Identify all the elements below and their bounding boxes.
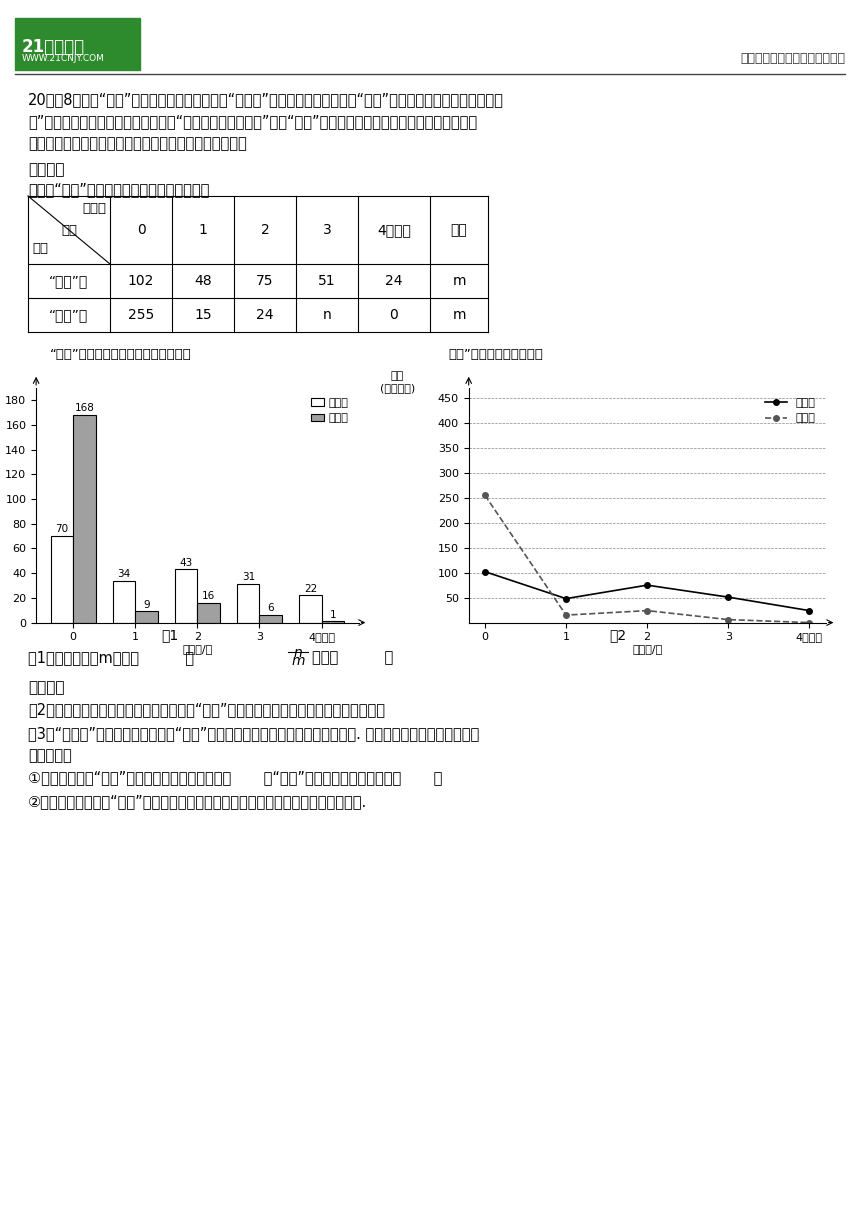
- Bar: [237, 585, 260, 623]
- Text: 整理描述: 整理描述: [28, 162, 64, 178]
- 双减后: [804, 615, 814, 630]
- Text: 24: 24: [256, 308, 273, 322]
- Bar: [15, 18, 140, 71]
- Text: 15: 15: [194, 308, 212, 322]
- Text: 3: 3: [322, 223, 331, 237]
- Text: n: n: [293, 646, 303, 660]
- Text: 的数据分两组进行整理，分别得到统计表１和统计图１：: 的数据分两组进行整理，分别得到统计表１和统计图１：: [28, 136, 247, 151]
- 双减后: [480, 488, 490, 502]
- Bar: [113, 580, 135, 623]
- Text: 的値为          ；: 的値为 ；: [312, 651, 393, 665]
- Text: 255: 255: [128, 308, 154, 322]
- Line: 双减前: 双减前: [482, 569, 812, 613]
- Text: 22: 22: [304, 584, 317, 593]
- Text: ②请对该市城区学生“双减”前后报班个数变化情况作出对比分析（用一句话来概括）.: ②请对该市城区学生“双减”前后报班个数变化情况作出对比分析（用一句话来概括）.: [28, 794, 367, 809]
- Text: 况”进行了一次随机问卷调查（以下将“参加校外学科补习班”简称“报班”），根据问卷提交时间的不同，把收集到: 况”进行了一次随机问卷调查（以下将“参加校外学科补习班”简称“报班”），根据问卷…: [28, 114, 477, 129]
- Text: （2）请你汇总表１和图１中的数据，求出“双减”后报班数为３的学生人数所占的百分比；: （2）请你汇总表１和图１中的数据，求出“双减”后报班数为３的学生人数所占的百分比…: [28, 702, 385, 717]
- Text: 双减”前后报班情况统计图: 双减”前后报班情况统计图: [448, 348, 543, 361]
- Legend: 双减前, 双减后: 双减前, 双减后: [760, 394, 820, 428]
- Text: 6: 6: [267, 603, 274, 613]
- Text: 报班数: 报班数: [82, 202, 106, 215]
- Text: “双减”前后报班情况统计图（第二组）: “双减”前后报班情况统计图（第二组）: [50, 348, 192, 361]
- Text: 34: 34: [118, 569, 131, 579]
- Text: 48: 48: [194, 274, 212, 288]
- 双减前: [480, 564, 490, 579]
- 双减前: [804, 603, 814, 618]
- Text: 16: 16: [202, 591, 215, 601]
- Text: 43: 43: [180, 558, 193, 568]
- Text: 表１：“双减”前后报班情况统计表（第一组）: 表１：“双减”前后报班情况统计表（第一组）: [28, 182, 209, 197]
- Text: （1）根据表１，m的値为          ，: （1）根据表１，m的値为 ，: [28, 651, 194, 665]
- 双减后: [723, 613, 734, 627]
- Text: m: m: [292, 654, 304, 668]
- Text: 1: 1: [329, 609, 336, 619]
- Text: 21世纪教育: 21世纪教育: [22, 38, 85, 56]
- X-axis label: 报班数/个: 报班数/个: [632, 643, 662, 654]
- Bar: [322, 621, 344, 623]
- Text: 人数: 人数: [61, 224, 77, 237]
- Text: n: n: [322, 308, 331, 322]
- 双减前: [561, 591, 571, 606]
- Bar: [175, 569, 198, 623]
- Y-axis label: 频数
(学生人数): 频数 (学生人数): [380, 371, 415, 393]
- 双减后: [561, 608, 571, 623]
- Text: 24: 24: [385, 274, 402, 288]
- Text: 类别: 类别: [32, 242, 48, 255]
- Text: 51: 51: [318, 274, 335, 288]
- Text: 4及以上: 4及以上: [377, 223, 411, 237]
- Bar: [299, 596, 322, 623]
- Text: 9: 9: [143, 599, 150, 609]
- Legend: 双减前, 双减后: 双减前, 双减后: [306, 394, 353, 428]
- Text: “双减”前: “双减”前: [49, 274, 89, 288]
- Text: 图1: 图1: [162, 627, 179, 642]
- Bar: [135, 612, 157, 623]
- Bar: [198, 603, 220, 623]
- Text: 合计: 合计: [451, 223, 467, 237]
- Text: 31: 31: [242, 573, 255, 582]
- 双减前: [723, 590, 734, 604]
- Text: 0: 0: [137, 223, 145, 237]
- Text: 20．（8分）在“双减”政策实施两个月后，某市“双减办”面向本市城区学生，就“双减”前后参加校外学科补习班的情: 20．（8分）在“双减”政策实施两个月后，某市“双减办”面向本市城区学生，就“双…: [28, 92, 504, 107]
- Text: 75: 75: [256, 274, 273, 288]
- Bar: [260, 615, 282, 623]
- Text: WWW.21CNJY.COM: WWW.21CNJY.COM: [22, 54, 105, 63]
- Text: 0: 0: [390, 308, 398, 322]
- Text: （3）“双减办”汇总数据后，制作了“双减”前后报班情况的折线统计图（如图２）. 请依据以上图表中的信息回答: （3）“双减办”汇总数据后，制作了“双减”前后报班情况的折线统计图（如图２）. …: [28, 726, 479, 741]
- Bar: [51, 536, 73, 623]
- Text: 中小学教育资源及组卷应用平台: 中小学教育资源及组卷应用平台: [740, 52, 845, 64]
- 双减后: [642, 603, 653, 618]
- Text: m: m: [452, 308, 466, 322]
- Text: 分析处理: 分析处理: [28, 680, 64, 696]
- Text: 1: 1: [199, 223, 207, 237]
- Text: m: m: [452, 274, 466, 288]
- Text: 102: 102: [128, 274, 154, 288]
- X-axis label: 报班数/个: 报班数/个: [182, 643, 212, 654]
- Text: ①本次调查中，“双减”前学生报班个数的中位数为       ，“双减”后学生报班个数的众数为       ；: ①本次调查中，“双减”前学生报班个数的中位数为 ，“双减”后学生报班个数的众数为…: [28, 770, 442, 786]
- Text: 2: 2: [261, 223, 269, 237]
- Line: 双减后: 双减后: [482, 492, 812, 625]
- Bar: [73, 415, 95, 623]
- Text: 图2: 图2: [610, 627, 627, 642]
- 双减前: [642, 578, 653, 592]
- Text: 168: 168: [74, 404, 95, 413]
- Text: 以下问题：: 以下问题：: [28, 748, 71, 762]
- Text: 70: 70: [55, 524, 69, 534]
- Text: “双减”后: “双减”后: [49, 308, 89, 322]
